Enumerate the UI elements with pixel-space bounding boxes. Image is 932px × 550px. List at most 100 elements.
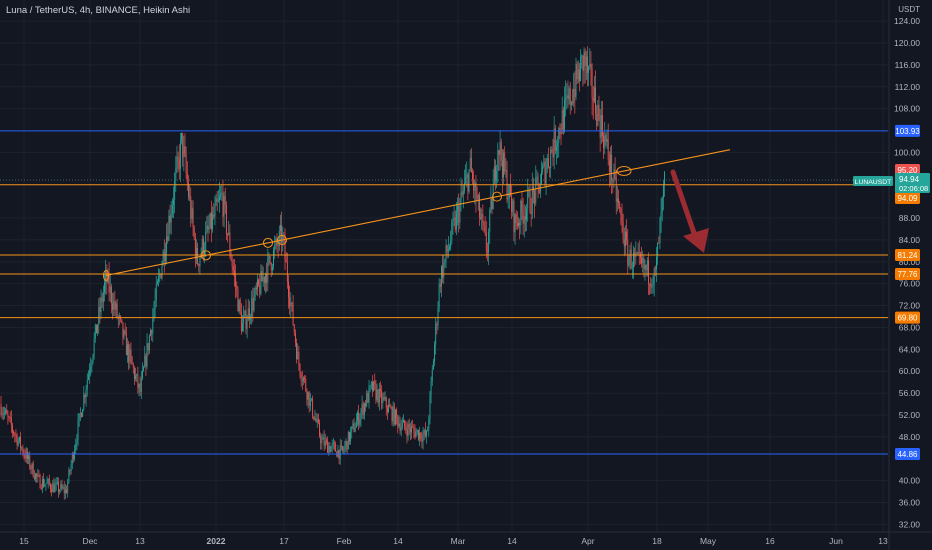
candle-body <box>606 139 608 142</box>
candle-body <box>468 169 470 192</box>
candle-body <box>323 437 325 446</box>
candle-body <box>483 222 485 226</box>
candle-body <box>196 247 197 259</box>
candle-body <box>73 454 74 459</box>
time-tick-label: Jun <box>829 536 843 546</box>
candle-body <box>497 150 499 172</box>
candle-body <box>66 489 67 493</box>
candle-body <box>643 257 645 269</box>
candle-body <box>619 203 621 210</box>
candle-body <box>347 431 349 450</box>
candle-body <box>472 172 473 180</box>
candle-body <box>313 416 315 420</box>
candle-body <box>321 439 323 444</box>
candle-body <box>0 404 2 415</box>
candle-body <box>185 153 187 173</box>
candle-body <box>253 296 255 311</box>
candle-body <box>576 63 578 80</box>
candle-body <box>512 200 514 212</box>
candle-body <box>20 436 21 448</box>
candle-body <box>407 424 409 436</box>
candle-body <box>235 274 237 287</box>
candle-body <box>488 232 490 253</box>
candle-body <box>660 211 662 219</box>
candle-body <box>130 349 132 357</box>
candle-body <box>340 445 342 447</box>
candle-body <box>215 198 217 206</box>
candle-body <box>566 95 568 98</box>
price-tick-label: 68.00 <box>899 322 921 332</box>
candle-body <box>205 231 207 251</box>
candle-body <box>81 413 82 417</box>
candle-body <box>305 379 307 391</box>
candle-body <box>223 195 225 217</box>
candle-body <box>285 259 287 263</box>
candle-body <box>412 426 414 428</box>
candle-body <box>605 135 607 142</box>
candle-body <box>278 231 280 246</box>
candle-body <box>250 317 251 320</box>
price-tag-94.09-bg <box>895 192 920 204</box>
candle-body <box>284 238 286 260</box>
candle-body <box>642 257 644 264</box>
candle-body <box>620 209 622 215</box>
candle-body <box>94 324 96 339</box>
candle-body <box>357 412 358 421</box>
candle-body <box>329 445 331 452</box>
price-tag-77.76-bg <box>895 268 920 281</box>
candle-body <box>275 238 277 246</box>
candle-body <box>150 330 151 336</box>
candle-body <box>131 356 133 365</box>
candle-body <box>367 393 369 403</box>
candle-body <box>493 166 495 184</box>
candle-body <box>625 231 626 247</box>
candle-body <box>283 234 285 239</box>
candle-body <box>125 333 127 356</box>
candle-body <box>334 443 335 445</box>
candle-body <box>432 361 434 370</box>
candle-body <box>17 440 19 446</box>
candle-body <box>591 69 593 98</box>
candle-body <box>511 196 513 212</box>
candle-body <box>78 413 80 421</box>
candle-body <box>68 470 70 483</box>
candle-body <box>15 434 17 436</box>
trend-touch-circle <box>616 166 632 177</box>
candle-body <box>420 432 422 439</box>
candle-body <box>290 302 292 307</box>
candle-body <box>138 384 140 388</box>
candle-body <box>522 211 524 224</box>
candle-body <box>572 102 573 103</box>
candle-body <box>629 249 631 259</box>
candle-body <box>188 182 189 197</box>
candle-body <box>556 146 557 151</box>
candle-body <box>61 484 63 489</box>
candle-body <box>539 184 541 194</box>
candle-body <box>110 286 112 304</box>
price-tick-label: 32.00 <box>899 519 921 529</box>
time-tick-label: 14 <box>507 536 517 546</box>
candle-body <box>470 158 472 173</box>
candle-body <box>74 450 76 459</box>
symbol-tag-bg <box>853 176 893 186</box>
candle-body <box>220 194 222 197</box>
candle-body <box>584 51 586 67</box>
candle-body <box>342 446 343 451</box>
candle-body <box>45 483 47 485</box>
candle-body <box>269 255 271 264</box>
candle-body <box>123 330 125 338</box>
time-axis: 15 Dec 13 2022 17 Feb 14 Mar 14 Apr 18 May 16 Jun 13 <box>0 531 932 546</box>
candle-body <box>446 245 448 252</box>
candle-body <box>31 463 33 469</box>
candle-body <box>136 374 138 376</box>
candle-body <box>487 251 488 253</box>
candle-body <box>82 409 84 417</box>
candle-body <box>221 192 223 195</box>
candle-body <box>104 282 105 293</box>
candle-body <box>201 238 203 254</box>
candle-body <box>477 194 479 199</box>
candle-body <box>595 87 596 114</box>
price-tag-103.93-label: 103.93 <box>895 127 920 136</box>
candle-body <box>274 245 276 250</box>
